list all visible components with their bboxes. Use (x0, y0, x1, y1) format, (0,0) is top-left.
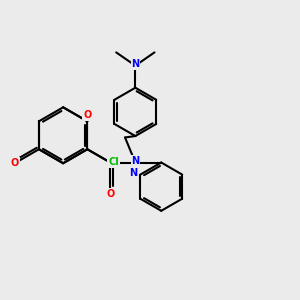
Text: O: O (83, 110, 92, 120)
Text: O: O (106, 189, 114, 199)
Text: N: N (129, 168, 137, 178)
Text: N: N (131, 59, 140, 69)
Text: Cl: Cl (108, 157, 119, 167)
Text: O: O (11, 158, 19, 168)
Text: N: N (131, 156, 140, 166)
